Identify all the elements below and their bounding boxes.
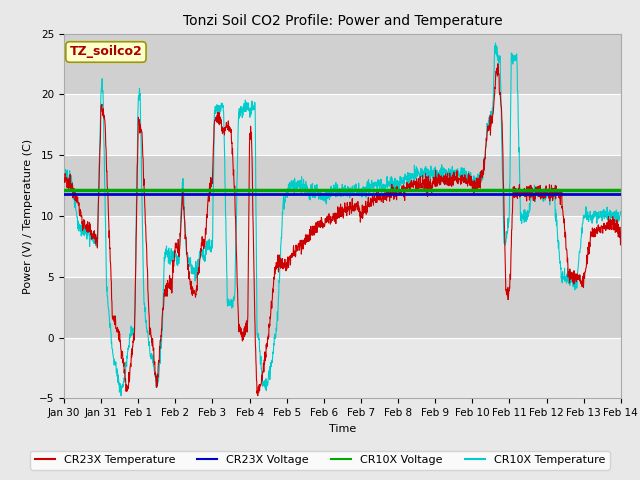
Title: Tonzi Soil CO2 Profile: Power and Temperature: Tonzi Soil CO2 Profile: Power and Temper… bbox=[182, 14, 502, 28]
Y-axis label: Power (V) / Temperature (C): Power (V) / Temperature (C) bbox=[23, 138, 33, 294]
Bar bbox=[64, 277, 621, 337]
X-axis label: Time: Time bbox=[329, 424, 356, 433]
Text: TZ_soilco2: TZ_soilco2 bbox=[70, 46, 142, 59]
Bar bbox=[64, 34, 621, 95]
Bar bbox=[64, 337, 621, 398]
Legend: CR23X Temperature, CR23X Voltage, CR10X Voltage, CR10X Temperature: CR23X Temperature, CR23X Voltage, CR10X … bbox=[31, 451, 609, 469]
Bar bbox=[64, 216, 621, 277]
Bar bbox=[64, 95, 621, 155]
Bar bbox=[64, 155, 621, 216]
